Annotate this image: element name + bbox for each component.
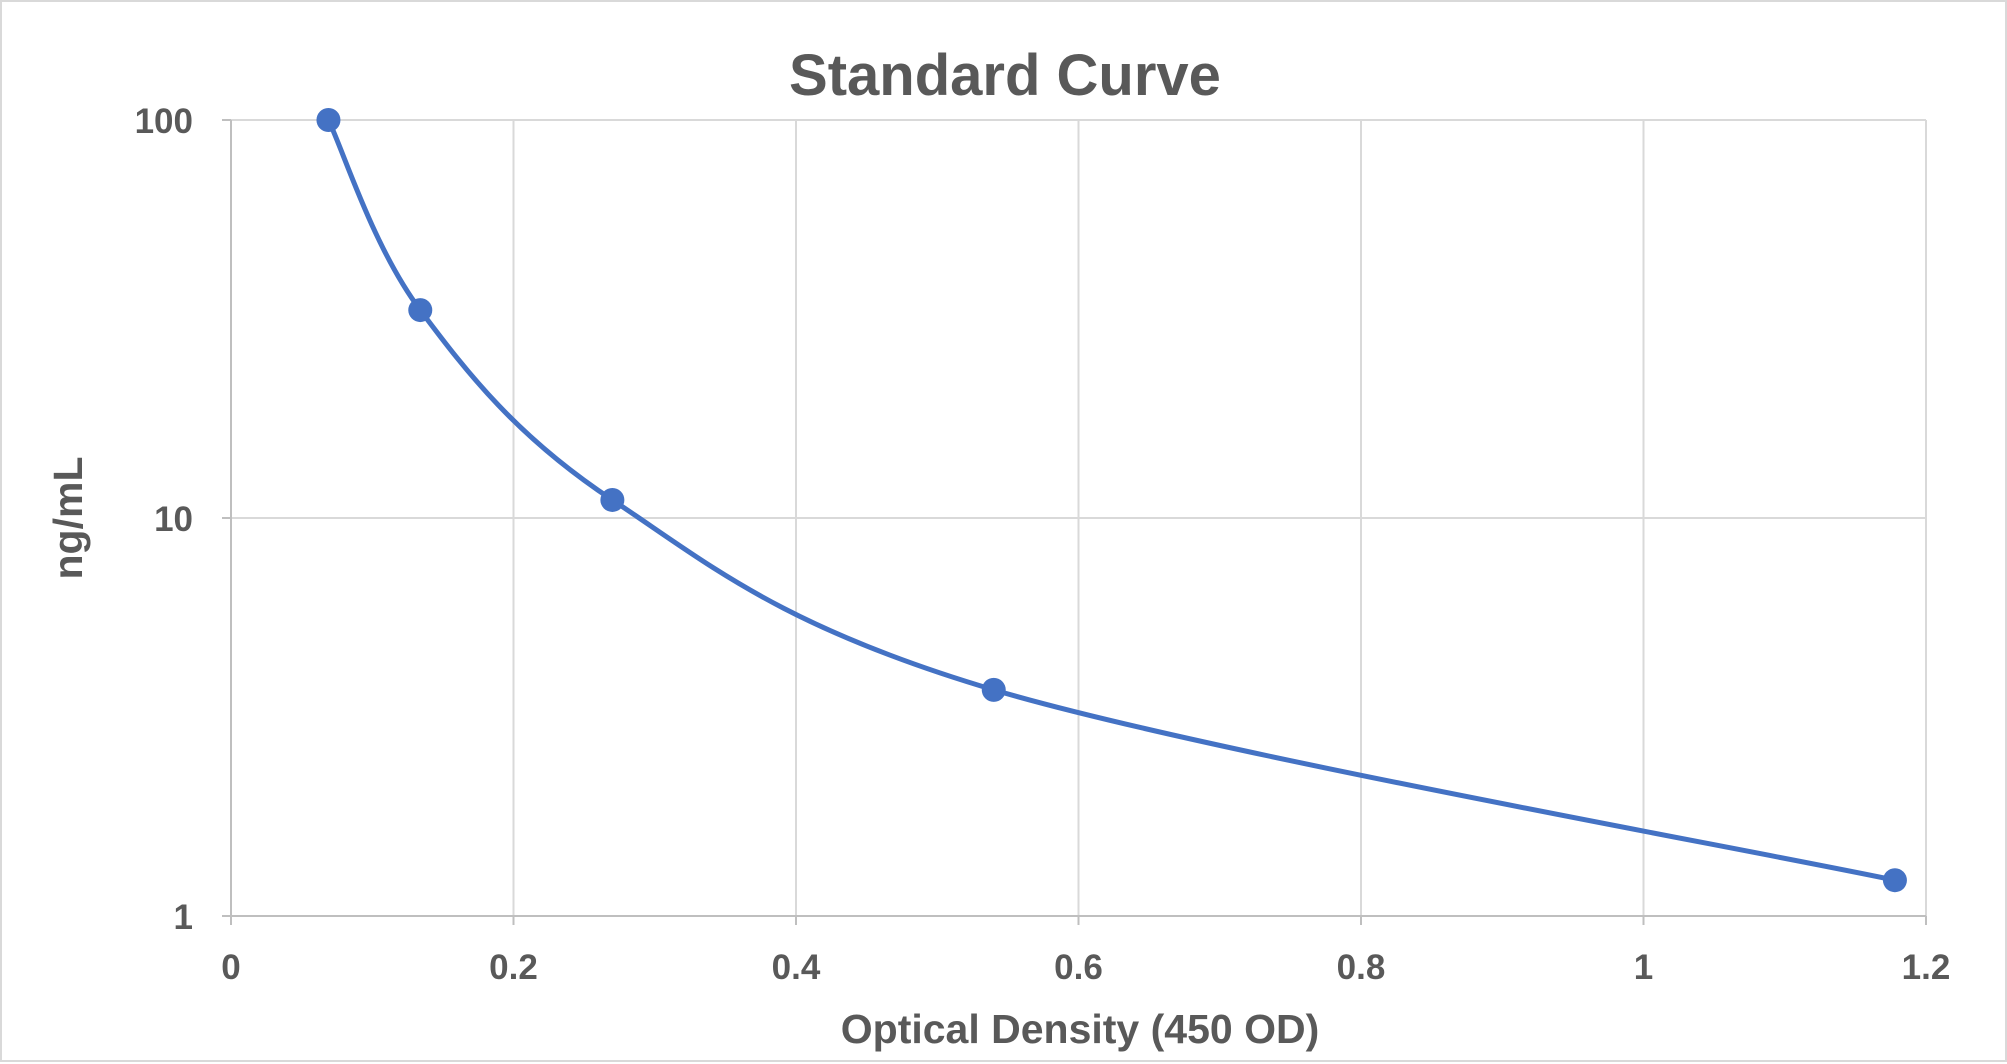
series-line: [325, 117, 1898, 883]
y-tick-labels: 1 10 100: [135, 102, 193, 937]
data-point: [600, 487, 625, 512]
data-point: [316, 108, 341, 132]
x-tick-label: 0.6: [1054, 948, 1103, 987]
y-tick-label: 1: [174, 898, 193, 937]
x-tick-label: 0: [221, 948, 240, 987]
x-tick-label: 1: [1634, 948, 1653, 987]
y-tick-label: 100: [135, 102, 193, 141]
x-tick-labels: 0 0.2 0.4 0.6 0.8 1 1.2: [221, 948, 1950, 987]
gridlines: [231, 119, 1927, 916]
x-tick-label: 0.2: [489, 948, 538, 987]
data-points: [316, 108, 1907, 893]
y-axis-title: ng/mL: [45, 457, 91, 580]
y-tick-label: 10: [154, 500, 193, 539]
axes: [222, 119, 1927, 925]
data-point: [408, 298, 433, 323]
x-axis-title: Optical Density (450 OD): [841, 1006, 1319, 1052]
x-tick-label: 1.2: [1902, 948, 1951, 987]
data-point: [981, 677, 1006, 702]
data-point: [1882, 868, 1907, 893]
x-tick-label: 0.4: [772, 948, 821, 987]
x-tick-label: 0.8: [1337, 948, 1386, 987]
chart-title: Standard Curve: [789, 43, 1221, 108]
